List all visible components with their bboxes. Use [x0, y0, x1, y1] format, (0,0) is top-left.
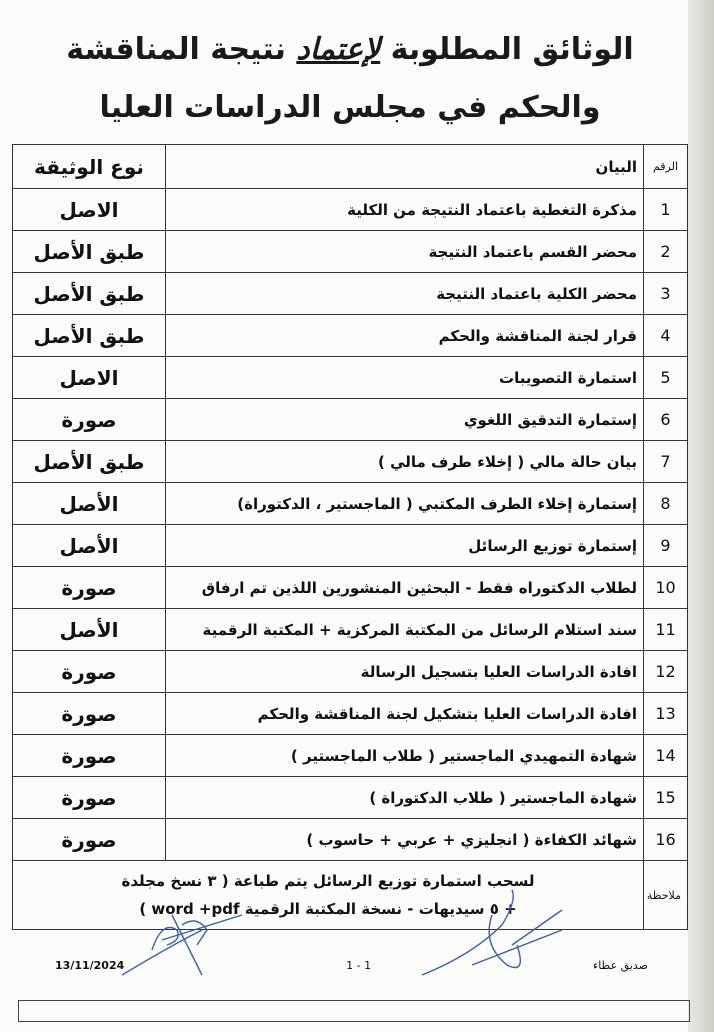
documents-table: الرقم البيان نوع الوثيقة 1 مذكرة التغطية … [12, 144, 688, 930]
next-page-box [18, 1000, 690, 1022]
table-row: 10 لطلاب الدكتوراه فقط - البحثين المنشوري… [12, 566, 688, 609]
row-number: 2 [643, 230, 688, 273]
table-row: 2 محضر القسم باعتماد النتيجة طبق الأصل [12, 230, 688, 273]
header-type: نوع الوثيقة [12, 144, 166, 189]
row-document-type: الاصل [12, 356, 166, 399]
note-text: لسحب استمارة توزيع الرسائل يتم طباعة ( ٣… [12, 860, 644, 930]
title-underlined-word: لإعتماد [296, 32, 381, 67]
table-row: 16 شهائد الكفاءة ( انجليزي + عربي + حاسوب… [12, 818, 688, 861]
row-document-type: صورة [12, 566, 166, 609]
row-statement: إستمارة التدقيق اللغوي [165, 398, 644, 441]
footer: 13/11/2024 1 - 1 صديق عطاء [12, 889, 688, 1000]
row-statement: لطلاب الدكتوراه فقط - البحثين المنشورين … [165, 566, 644, 609]
row-document-type: صورة [12, 776, 166, 819]
footer-signer: صديق عطاء [593, 958, 648, 972]
note-line-1: لسحب استمارة توزيع الرسائل يتم طباعة ( ٣… [121, 872, 535, 890]
table-row: 1 مذكرة التغطية باعتماد النتيجة من الكلية… [12, 188, 688, 231]
row-number: 10 [643, 566, 688, 609]
header-number: الرقم [643, 144, 688, 189]
row-number: 14 [643, 734, 688, 777]
note-line-2: + ٥ سيديهات - نسخة المكتبة الرقمية word … [139, 900, 517, 918]
row-number: 8 [643, 482, 688, 525]
row-document-type: الأصل [12, 608, 166, 651]
row-statement: شهادة الماجستير ( طلاب الدكتوراة ) [165, 776, 644, 819]
title-text: الوثائق المطلوبة [380, 32, 634, 67]
row-document-type: الأصل [12, 482, 166, 525]
row-number: 3 [643, 272, 688, 315]
table-row: 12 افادة الدراسات العليا بتسجيل الرسالة صو… [12, 650, 688, 693]
row-statement: محضر الكلية باعتماد النتيجة [165, 272, 644, 315]
row-number: 11 [643, 608, 688, 651]
title-text: نتيجة المناقشة [66, 32, 297, 67]
table-header-row: الرقم البيان نوع الوثيقة [12, 144, 688, 189]
row-statement: شهائد الكفاءة ( انجليزي + عربي + حاسوب ) [165, 818, 644, 861]
signature-left [121, 914, 243, 976]
row-number: 6 [643, 398, 688, 441]
footer-page-number: 1 - 1 [346, 958, 372, 972]
row-statement: شهادة التمهيدي الماجستير ( طلاب الماجستي… [165, 734, 644, 777]
document-title-line-1: الوثائق المطلوبة لإعتماد نتيجة المناقشة [12, 28, 688, 72]
row-document-type: طبق الأصل [12, 314, 166, 357]
signature-right [421, 889, 563, 976]
row-number: 16 [643, 818, 688, 861]
table-row: 4 قرار لجنة المناقشة والحكم طبق الأصل [12, 314, 688, 357]
row-document-type: صورة [12, 692, 166, 735]
row-statement: افادة الدراسات العليا بتسجيل الرسالة [165, 650, 644, 693]
row-number: 4 [643, 314, 688, 357]
row-statement: سند استلام الرسائل من المكتبة المركزية +… [165, 608, 644, 651]
scan-edge [688, 0, 714, 1032]
row-number: 15 [643, 776, 688, 819]
document-title-line-2: والحكم في مجلس الدراسات العليا [99, 90, 601, 125]
note-label: ملاحظة [643, 860, 688, 930]
row-document-type: صورة [12, 818, 166, 861]
row-document-type: طبق الأصل [12, 440, 166, 483]
table-row: 3 محضر الكلية باعتماد النتيجة طبق الأصل [12, 272, 688, 315]
table-row: 7 بيان حالة مالي ( إخلاء طرف مالي ) طبق ال… [12, 440, 688, 483]
row-number: 7 [643, 440, 688, 483]
footer-date: 13/11/2024 [55, 958, 125, 972]
row-number: 1 [643, 188, 688, 231]
table-row: 13 افادة الدراسات العليا بتشكيل لجنة المن… [12, 692, 688, 735]
table-row: 5 استمارة التصويبات الاصل [12, 356, 688, 399]
table-row: 15 شهادة الماجستير ( طلاب الدكتوراة ) صورة [12, 776, 688, 819]
row-statement: استمارة التصويبات [165, 356, 644, 399]
row-document-type: الأصل [12, 524, 166, 567]
row-document-type: الاصل [12, 188, 166, 231]
row-statement: إستمارة توزيع الرسائل [165, 524, 644, 567]
row-document-type: صورة [12, 650, 166, 693]
table-row: 11 سند استلام الرسائل من المكتبة المركزية… [12, 608, 688, 651]
row-statement: مذكرة التغطية باعتماد النتيجة من الكلية [165, 188, 644, 231]
row-statement: بيان حالة مالي ( إخلاء طرف مالي ) [165, 440, 644, 483]
row-statement: محضر القسم باعتماد النتيجة [165, 230, 644, 273]
row-number: 5 [643, 356, 688, 399]
row-number: 9 [643, 524, 688, 567]
row-document-type: طبق الأصل [12, 230, 166, 273]
row-statement: قرار لجنة المناقشة والحكم [165, 314, 644, 357]
table-row: 9 إستمارة توزيع الرسائل الأصل [12, 524, 688, 567]
row-document-type: صورة [12, 398, 166, 441]
row-number: 12 [643, 650, 688, 693]
row-document-type: صورة [12, 734, 166, 777]
note-row: ملاحظة لسحب استمارة توزيع الرسائل يتم طبا… [12, 860, 688, 930]
table-row: 6 إستمارة التدقيق اللغوي صورة [12, 398, 688, 441]
row-statement: افادة الدراسات العليا بتشكيل لجنة المناق… [165, 692, 644, 735]
header-statement: البيان [165, 144, 644, 189]
table-row: 14 شهادة التمهيدي الماجستير ( طلاب الماجس… [12, 734, 688, 777]
row-number: 13 [643, 692, 688, 735]
row-document-type: طبق الأصل [12, 272, 166, 315]
row-statement: إستمارة إخلاء الطرف المكتبي ( الماجستير … [165, 482, 644, 525]
table-row: 8 إستمارة إخلاء الطرف المكتبي ( الماجستير… [12, 482, 688, 525]
